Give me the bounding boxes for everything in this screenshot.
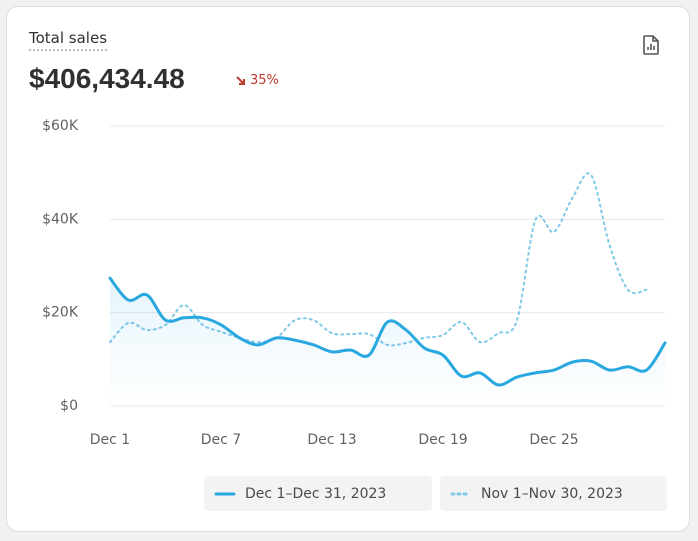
x-tick-label: Dec 7 — [201, 432, 241, 448]
y-tick-label: $0 — [60, 398, 78, 414]
card: Total sales $406,434.48 35% — [6, 6, 690, 532]
x-tick-label: Dec 13 — [307, 432, 356, 448]
area — [110, 278, 665, 406]
down-arrow — [236, 76, 245, 85]
legend-label: Nov 1–Nov 30, 2023 — [481, 486, 623, 502]
x-tick-label: Dec 19 — [418, 432, 467, 448]
card-title[interactable]: Total sales — [29, 29, 108, 51]
y-tick-label: $40K — [42, 211, 79, 227]
legend-box[interactable] — [440, 476, 667, 511]
x-tick-label: Dec 1 — [90, 432, 130, 448]
series-line — [108, 276, 667, 387]
total: $406,434.48 — [29, 63, 185, 94]
report-icon[interactable] — [639, 33, 663, 57]
x-tick-label: Dec 25 — [529, 432, 578, 448]
legend-label: Dec 1–Dec 31, 2023 — [245, 486, 386, 502]
change: 35% — [250, 73, 279, 88]
y-tick-label: $20K — [42, 305, 79, 321]
y-tick-label: $60K — [42, 118, 79, 134]
legend-box[interactable] — [204, 476, 432, 511]
